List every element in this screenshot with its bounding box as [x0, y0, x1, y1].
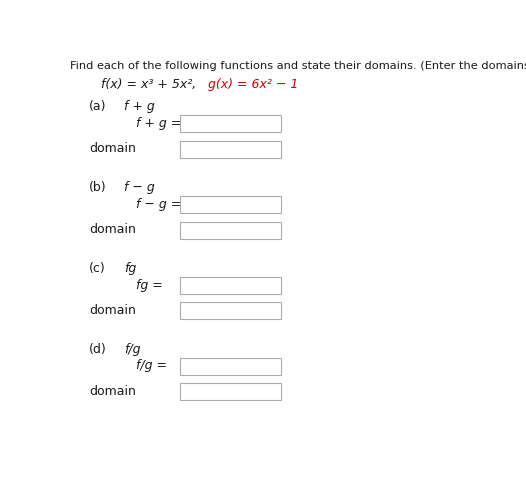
Text: f − g =: f − g = — [136, 198, 181, 211]
Text: f/g: f/g — [124, 343, 140, 356]
Text: f/g =: f/g = — [136, 360, 167, 372]
Bar — [180, 115, 281, 132]
Text: fg: fg — [124, 262, 136, 275]
Text: (a): (a) — [89, 100, 106, 113]
Text: domain: domain — [89, 304, 136, 317]
Text: f − g: f − g — [124, 181, 155, 194]
Text: (d): (d) — [89, 343, 107, 356]
Text: domain: domain — [89, 142, 136, 156]
Text: domain: domain — [89, 223, 136, 236]
Text: f(x) = x³ + 5x²,: f(x) = x³ + 5x², — [102, 78, 205, 91]
Text: g(x) = 6x² − 1: g(x) = 6x² − 1 — [208, 78, 299, 91]
Bar — [180, 384, 281, 400]
Text: f + g =: f + g = — [136, 117, 181, 130]
Text: f + g: f + g — [124, 100, 155, 113]
Bar — [180, 141, 281, 158]
Bar — [180, 277, 281, 294]
Bar — [180, 222, 281, 239]
Text: Find each of the following functions and state their domains. (Enter the domains: Find each of the following functions and… — [69, 61, 526, 72]
Text: (b): (b) — [89, 181, 107, 194]
Bar — [180, 196, 281, 213]
Bar — [180, 358, 281, 375]
Text: fg =: fg = — [136, 278, 162, 291]
Bar — [180, 302, 281, 319]
Text: domain: domain — [89, 385, 136, 398]
Text: (c): (c) — [89, 262, 106, 275]
